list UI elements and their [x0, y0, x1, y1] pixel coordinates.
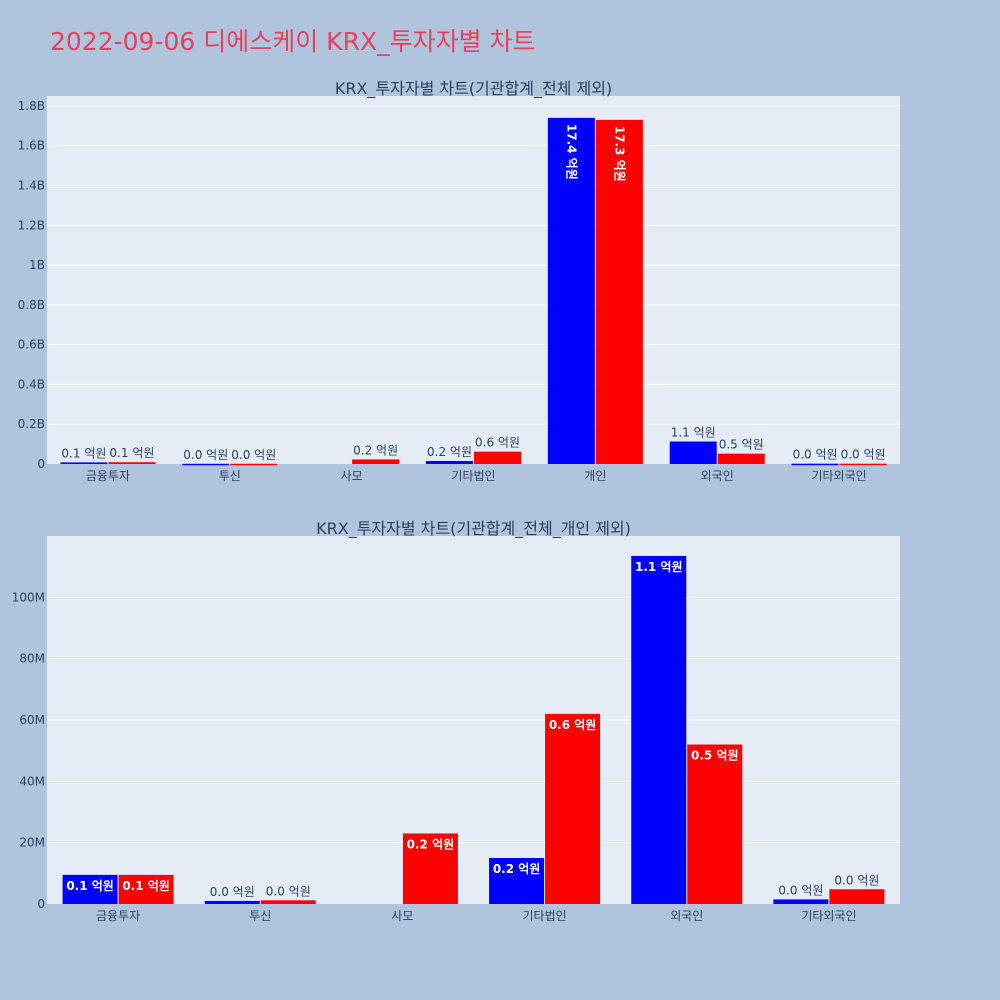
- y-tick-label: 40M: [19, 774, 45, 788]
- x-tick-label: 외국인: [701, 469, 734, 483]
- data-label: 0.2 억원: [353, 443, 398, 457]
- page-title: 2022-09-06 디에스케이 KRX_투자자별 차트: [50, 27, 536, 56]
- chart-title: KRX_투자자별 차트(기관합계_전체_개인 제외): [316, 519, 631, 539]
- x-tick-label: 투신: [249, 909, 271, 923]
- x-tick-label: 외국인: [670, 909, 703, 923]
- x-tick-label: 사모: [391, 909, 413, 923]
- bar: [60, 462, 108, 464]
- chart-title: KRX_투자자별 차트(기관합계_전체 제외): [335, 79, 612, 99]
- data-label: 0.0 억원: [183, 448, 228, 462]
- x-tick-label: 기타법인: [451, 469, 495, 483]
- data-label: 0.0 억원: [841, 448, 886, 462]
- y-tick-label: 1.6B: [18, 139, 45, 153]
- bar: [687, 744, 743, 904]
- bar: [402, 833, 458, 904]
- bar: [829, 889, 885, 904]
- bar: [182, 463, 230, 466]
- x-tick-label: 금융투자: [96, 909, 140, 923]
- bar: [717, 453, 765, 464]
- y-tick-label: 80M: [19, 652, 45, 666]
- data-label: 0.2 억원: [493, 862, 541, 876]
- bar: [474, 451, 521, 464]
- data-label: 0.5 억원: [719, 438, 764, 452]
- x-tick-label: 개인: [584, 469, 606, 483]
- data-label: 1.1 억원: [671, 426, 716, 440]
- plot-area: [47, 96, 900, 464]
- data-label: 0.0 억원: [266, 884, 311, 898]
- bar: [631, 555, 687, 904]
- x-tick-label: 기타외국인: [811, 469, 866, 483]
- bar: [118, 874, 174, 904]
- data-label: 0.6 억원: [549, 718, 597, 732]
- data-label: 17.3 억원: [612, 126, 626, 182]
- y-tick-label: 0: [37, 457, 45, 471]
- data-label: 0.0 억원: [778, 883, 823, 897]
- data-label: 0.2 억원: [407, 837, 455, 851]
- bar: [108, 462, 156, 464]
- y-tick-label: 0.4B: [18, 377, 45, 391]
- data-label: 17.4 억원: [564, 124, 578, 180]
- bar: [669, 441, 717, 464]
- y-tick-label: 60M: [19, 713, 45, 727]
- bar: [489, 858, 545, 904]
- bar: [839, 463, 887, 466]
- data-label: 0.6 억원: [475, 436, 520, 450]
- data-label: 0.2 억원: [427, 445, 472, 459]
- investor-chart-excluding-institution-total: KRX_투자자별 차트(기관합계_전체 제외) 0 0.2B 0.4B 0.6B 0.8B…: [18, 79, 900, 483]
- investor-chart-excluding-institution-total-and-individual: KRX_투자자별 차트(기관합계_전체_개인 제외) 0 20M 40M 60M 80M 1…: [12, 519, 900, 923]
- x-tick-label: 기타외국인: [801, 909, 856, 923]
- y-tick-label: 100M: [12, 590, 45, 604]
- data-label: 0.0 억원: [834, 873, 879, 887]
- data-label: 0.1 억원: [122, 879, 170, 893]
- bar: [260, 900, 316, 904]
- y-tick-label: 0: [37, 897, 45, 911]
- bar: [773, 899, 829, 904]
- y-tick-label: 1.2B: [18, 218, 45, 232]
- bar: [62, 874, 118, 904]
- bar: [352, 459, 400, 464]
- data-label: 0.1 억원: [109, 446, 154, 460]
- x-tick-label: 금융투자: [86, 469, 130, 483]
- y-tick-label: 0.2B: [18, 417, 45, 431]
- y-tick-label: 1.8B: [18, 99, 45, 113]
- bar: [791, 463, 839, 466]
- x-tick-label: 사모: [341, 469, 363, 483]
- data-label: 0.1 억원: [66, 879, 114, 893]
- bar: [426, 461, 473, 464]
- y-tick-label: 0.8B: [18, 298, 45, 312]
- data-label: 1.1 억원: [635, 560, 683, 574]
- y-tick-label: 1.4B: [18, 179, 45, 193]
- y-tick-label: 0.6B: [18, 338, 45, 352]
- data-label: 0.0 억원: [793, 448, 838, 462]
- data-label: 0.0 억원: [231, 448, 276, 462]
- bar: [230, 463, 278, 466]
- x-tick-label: 투신: [219, 469, 241, 483]
- x-tick-label: 기타법인: [522, 909, 566, 923]
- bar: [204, 900, 260, 904]
- y-tick-label: 1B: [29, 258, 45, 272]
- y-tick-label: 20M: [19, 836, 45, 850]
- data-label: 0.1 억원: [61, 446, 106, 460]
- data-label: 0.0 억원: [210, 885, 255, 899]
- bar: [595, 119, 643, 464]
- data-label: 0.5 억원: [691, 749, 739, 763]
- bar: [545, 713, 601, 904]
- bar: [547, 117, 595, 465]
